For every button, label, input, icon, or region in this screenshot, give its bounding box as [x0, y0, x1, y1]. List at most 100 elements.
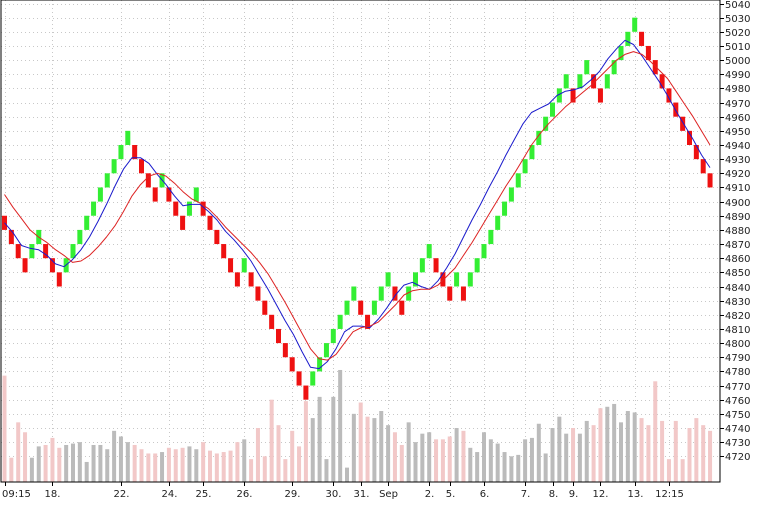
- volume-bar: [249, 459, 254, 482]
- renko-brick-up: [337, 314, 343, 329]
- volume-bar: [166, 447, 171, 482]
- volume-bar: [543, 453, 548, 482]
- renko-brick-up: [186, 201, 192, 216]
- volume-bar: [351, 413, 356, 482]
- renko-brick-up: [543, 116, 549, 131]
- y-tick-label: 4720: [725, 452, 750, 463]
- renko-brick-down: [180, 215, 186, 230]
- renko-brick-up: [625, 31, 631, 46]
- x-tick-label: 5.: [446, 489, 456, 500]
- renko-brick-down: [234, 272, 240, 287]
- renko-brick-down: [358, 300, 364, 315]
- renko-brick-up: [84, 215, 90, 230]
- y-tick-label: 5040: [725, 0, 750, 11]
- renko-brick-up: [611, 60, 617, 75]
- volume-bar: [303, 401, 308, 482]
- renko-brick-up: [481, 244, 487, 259]
- volume-bar: [9, 457, 14, 482]
- renko-brick-up: [584, 60, 590, 75]
- volume-bar: [269, 399, 274, 482]
- y-tick-label: 4870: [725, 240, 750, 251]
- renko-brick-down: [248, 272, 254, 287]
- volume-bar: [43, 444, 48, 482]
- x-tick-label: 30.: [326, 489, 342, 500]
- volume-bar: [324, 459, 329, 482]
- y-tick-label: 4900: [725, 198, 750, 209]
- renko-brick-down: [639, 31, 645, 46]
- renko-brick-down: [269, 314, 275, 329]
- volume-bar: [612, 403, 617, 482]
- renko-brick-up: [91, 201, 97, 216]
- volume-bar: [434, 439, 439, 482]
- volume-bar: [708, 430, 713, 482]
- volume-bar: [440, 439, 445, 482]
- volume-bar: [523, 439, 528, 482]
- renko-brick-up: [502, 201, 508, 216]
- renko-brick-down: [693, 145, 699, 160]
- volume-bar: [406, 422, 411, 482]
- volume-bar: [386, 425, 391, 482]
- y-tick-label: 4740: [725, 424, 750, 435]
- y-tick-label: 4960: [725, 113, 750, 124]
- volume-bar: [701, 425, 706, 482]
- renko-brick-up: [495, 215, 501, 230]
- x-tick-label: 22.: [114, 489, 130, 500]
- y-tick-label: 5010: [725, 42, 750, 53]
- renko-brick-down: [43, 244, 49, 259]
- renko-brick-up: [330, 328, 336, 344]
- volume-bar: [660, 420, 665, 482]
- renko-brick-up: [241, 258, 247, 273]
- volume-bar: [536, 423, 541, 482]
- volume-bar: [36, 446, 41, 482]
- volume-bar: [399, 444, 404, 482]
- renko-brick-down: [255, 286, 261, 301]
- volume-bar: [153, 453, 158, 482]
- volume-bar: [98, 444, 103, 482]
- volume-bar: [338, 369, 343, 482]
- volume-bar: [358, 402, 363, 482]
- renko-brick-down: [399, 300, 405, 315]
- volume-bar: [276, 425, 281, 482]
- x-tick-label: 9.: [569, 489, 579, 500]
- volume-bar: [413, 442, 418, 482]
- renko-brick-down: [22, 258, 28, 273]
- volume-bar: [235, 442, 240, 482]
- volume-bar: [201, 442, 206, 482]
- volume-bar: [2, 375, 7, 482]
- renko-brick-up: [344, 300, 350, 315]
- renko-brick-up: [111, 159, 117, 174]
- volume-bar: [283, 459, 288, 482]
- renko-brick-up: [618, 45, 624, 61]
- renko-brick-down: [289, 357, 295, 372]
- volume-bar: [180, 447, 185, 482]
- volume-bar: [16, 422, 21, 482]
- volume-bar: [23, 432, 28, 482]
- y-tick-label: 4910: [725, 183, 750, 194]
- y-tick-label: 4760: [725, 396, 750, 407]
- renko-brick-down: [166, 187, 172, 202]
- renko-brick-up: [550, 102, 555, 117]
- renko-brick-down: [591, 74, 597, 89]
- volume-bar: [139, 449, 144, 482]
- renko-brick-up: [508, 187, 514, 202]
- renko-brick-up: [604, 74, 610, 89]
- volume-bar: [50, 437, 55, 482]
- y-tick-label: 5030: [725, 14, 750, 25]
- x-tick-label: 26.: [237, 489, 253, 500]
- renko-brick-down: [645, 45, 651, 61]
- volume-bar: [571, 428, 576, 482]
- volume-bar: [317, 396, 322, 482]
- volume-bar: [564, 433, 569, 482]
- y-tick-label: 5000: [725, 56, 750, 67]
- y-tick-label: 4770: [725, 382, 750, 393]
- x-tick-label: 6.: [480, 489, 490, 500]
- renko-brick-up: [351, 286, 357, 301]
- renko-brick-up: [413, 272, 418, 287]
- volume-bar: [694, 418, 699, 482]
- renko-brick-down: [433, 258, 439, 273]
- volume-bar: [598, 408, 603, 482]
- renko-brick-up: [310, 371, 316, 386]
- volume-bar: [221, 452, 226, 482]
- renko-brick-up: [406, 286, 412, 301]
- volume-bar: [208, 450, 212, 482]
